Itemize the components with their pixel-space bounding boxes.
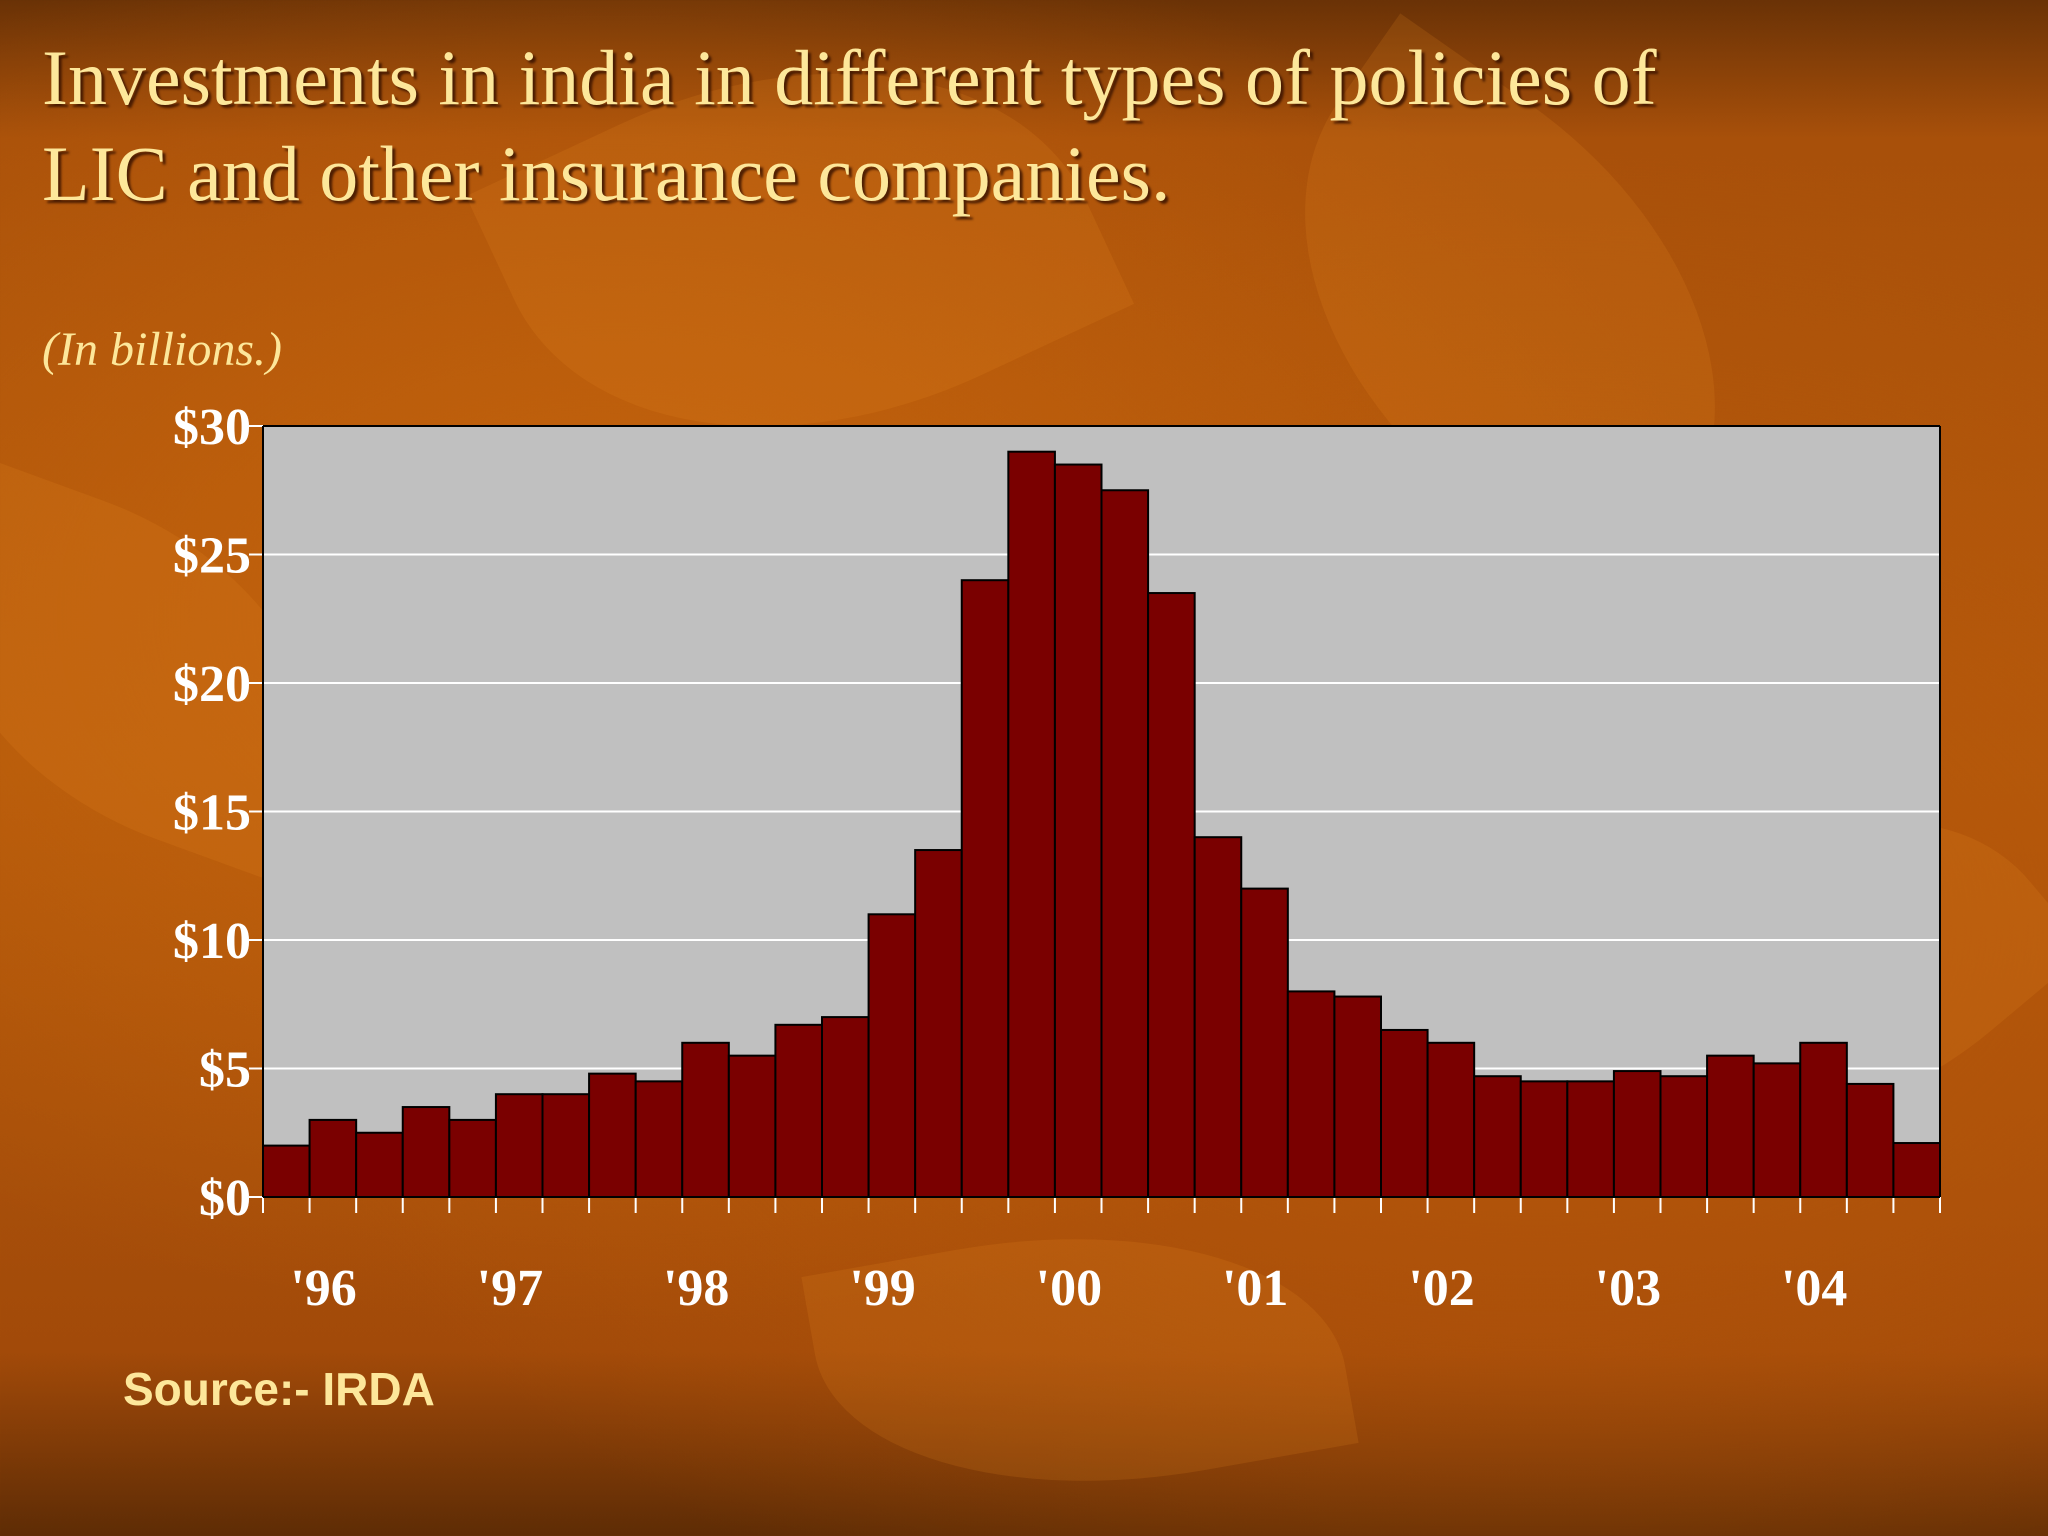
bar — [1706, 1054, 1755, 1199]
bar — [1799, 1041, 1848, 1199]
source-note: Source:- IRDA — [123, 1363, 435, 1415]
x-tick-label: '01 — [1222, 1260, 1288, 1317]
y-tick-label: $15 — [173, 785, 251, 842]
bar — [1566, 1080, 1615, 1198]
bar — [1333, 995, 1382, 1198]
bar — [448, 1118, 497, 1199]
bar — [1007, 450, 1056, 1198]
x-tick-label: '04 — [1781, 1260, 1847, 1317]
bar — [1752, 1062, 1802, 1198]
bar — [821, 1016, 870, 1198]
bar — [867, 913, 917, 1198]
bar — [1053, 463, 1103, 1198]
x-tick-label: '02 — [1408, 1260, 1474, 1317]
y-tick-label: $20 — [173, 656, 251, 713]
x-tick-label: '00 — [1036, 1260, 1102, 1317]
bar — [401, 1106, 451, 1199]
bar — [1473, 1075, 1522, 1198]
bar — [960, 579, 1010, 1198]
bar — [1193, 836, 1243, 1198]
y-tick-label: $0 — [199, 1170, 251, 1227]
bar — [494, 1093, 544, 1198]
bar — [1612, 1070, 1662, 1198]
slide-title-line-1: Investments in india in different types … — [42, 34, 1657, 121]
bar — [1426, 1041, 1476, 1199]
x-tick-label: '99 — [849, 1260, 915, 1317]
bar — [1286, 990, 1336, 1199]
x-tick-label: '97 — [477, 1260, 543, 1317]
bar — [1892, 1142, 1941, 1199]
bar — [355, 1131, 404, 1198]
y-tick-label: $5 — [199, 1042, 251, 1099]
bar — [1100, 489, 1150, 1198]
x-tick-label: '96 — [290, 1260, 356, 1317]
slide-title-line-2: LIC and other insurance companies. — [42, 130, 1171, 217]
y-tick-label: $10 — [173, 913, 251, 970]
bar — [774, 1023, 824, 1199]
slide-title: Investments in india in different types … — [42, 30, 1657, 222]
bar — [634, 1080, 684, 1198]
bar — [681, 1041, 730, 1199]
bar — [1380, 1028, 1429, 1198]
y-tick-label: $30 — [173, 399, 251, 456]
x-tick-label: '03 — [1595, 1260, 1661, 1317]
bar — [262, 1144, 311, 1198]
bar — [1240, 887, 1289, 1198]
x-tick-label: '98 — [663, 1260, 729, 1317]
bar — [1845, 1082, 1895, 1199]
bar — [1147, 592, 1196, 1198]
y-tick-label: $25 — [173, 528, 251, 585]
units-note: (In billions.) — [42, 323, 282, 376]
bar — [308, 1118, 358, 1199]
bar — [727, 1054, 777, 1199]
bar — [914, 849, 963, 1198]
bar — [1519, 1080, 1569, 1198]
bar — [1659, 1075, 1709, 1198]
bar — [588, 1072, 637, 1199]
bar — [541, 1093, 591, 1198]
